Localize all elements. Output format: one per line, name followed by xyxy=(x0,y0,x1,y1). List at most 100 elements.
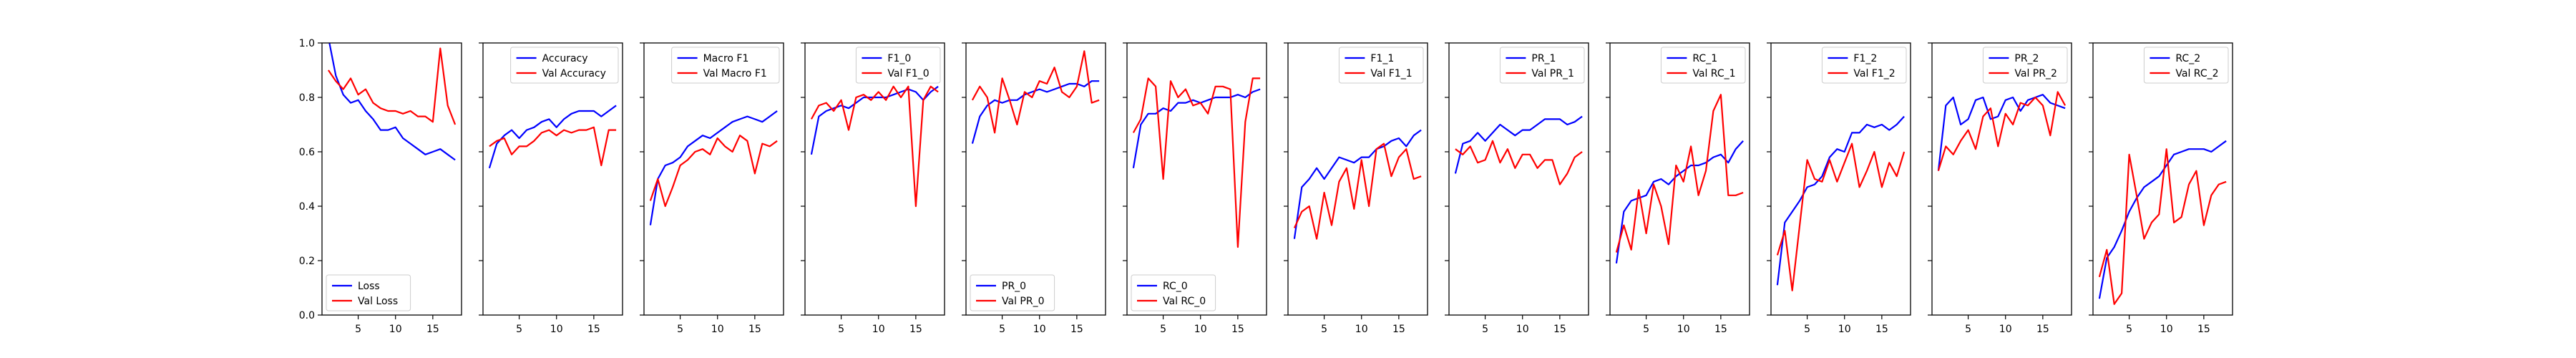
series-line-val-accuracy xyxy=(489,126,617,167)
y-tick-label: 0.6 xyxy=(299,147,315,158)
series-line-accuracy xyxy=(488,105,617,169)
legend: Accuracy Val Accuracy xyxy=(510,47,619,84)
series-line-macro-f1 xyxy=(649,110,778,226)
series-line-val-rc-1 xyxy=(1615,94,1744,253)
series-line-val-pr-2 xyxy=(1937,91,2067,171)
y-tick-label: 0.4 xyxy=(299,201,315,213)
legend-box xyxy=(1821,47,1907,84)
x-tick-label: 15 xyxy=(1070,324,1083,335)
series-line-val-pr-1 xyxy=(1455,140,1583,185)
legend-label-val-f1-0: Val F1_0 xyxy=(887,68,929,79)
x-tick-label: 5 xyxy=(838,324,844,335)
subplot-3: 5 10 15 Macro F1 Val Macro F1 xyxy=(640,42,784,335)
x-tick-label: 5 xyxy=(1321,324,1327,335)
axes-frame xyxy=(1931,42,2072,316)
legend-box xyxy=(2143,47,2229,84)
x-tick-label: 5 xyxy=(1482,324,1488,335)
x-tick-label: 5 xyxy=(1965,324,1971,335)
legend-box xyxy=(671,47,780,84)
legend: PR_1 Val PR_1 xyxy=(1499,47,1585,84)
subplot-11: 5 10 15 PR_2 Val PR_2 xyxy=(1928,42,2072,335)
series-line-loss xyxy=(328,43,456,161)
legend-label-val-pr-2: Val PR_2 xyxy=(2014,68,2057,79)
legend-box xyxy=(855,47,941,84)
x-tick-label: 15 xyxy=(426,324,439,335)
x-tick-label: 10 xyxy=(1838,324,1851,335)
x-tick-label: 5 xyxy=(355,324,361,335)
axes-frame xyxy=(1770,42,1911,316)
x-tick-label: 5 xyxy=(1643,324,1649,335)
legend-label-val-rc-2: Val RC_2 xyxy=(2175,68,2218,79)
series-line-f1-2 xyxy=(1776,115,1905,286)
x-tick-label: 5 xyxy=(1160,324,1166,335)
subplot-2: 5 10 15 Accuracy Val Accuracy xyxy=(479,42,623,335)
series-line-pr-1 xyxy=(1454,115,1583,174)
x-tick-label: 15 xyxy=(748,324,761,335)
legend: RC_0 Val RC_0 xyxy=(1131,274,1216,311)
legend: RC_2 Val RC_2 xyxy=(2143,47,2229,84)
legend-label-val-f1-1: Val F1_1 xyxy=(1370,68,1412,79)
x-tick-label: 15 xyxy=(909,324,922,335)
legend-label-val-macro-f1: Val Macro F1 xyxy=(703,68,767,79)
subplot-8: 5 10 15 PR_1 Val PR_1 xyxy=(1445,42,1589,335)
axes-frame xyxy=(321,42,462,316)
subplot-7: 5 10 15 F1_1 Val F1_1 xyxy=(1284,42,1428,335)
legend-label-val-pr-1: Val PR_1 xyxy=(1531,68,1574,79)
legend-label-val-loss: Val Loss xyxy=(358,296,398,307)
legend: F1_2 Val F1_2 xyxy=(1821,47,1907,84)
y-tick-label: 0.8 xyxy=(299,92,315,104)
x-tick-label: 15 xyxy=(1392,324,1405,335)
x-tick-label: 15 xyxy=(2036,324,2049,335)
legend: PR_2 Val PR_2 xyxy=(1982,47,2068,84)
subplot-6: 5 10 15 RC_0 Val RC_0 xyxy=(1123,42,1267,335)
series-line-rc-0 xyxy=(1132,88,1261,168)
x-tick-label: 10 xyxy=(872,324,885,335)
x-tick-label: 10 xyxy=(1677,324,1690,335)
legend: F1_0 Val F1_0 xyxy=(855,47,941,84)
x-tick-label: 10 xyxy=(711,324,724,335)
subplot-1: 5 10 15 0.0 0.2 0.4 0.6 0.8 1.0 Loss Val Loss xyxy=(299,38,462,335)
axes-frame xyxy=(482,42,623,316)
series-line-pr-2 xyxy=(1937,94,2066,171)
series-line-rc-2 xyxy=(2098,140,2227,299)
x-tick-label: 15 xyxy=(587,324,600,335)
legend-label-loss: Loss xyxy=(358,281,380,292)
legend-label-pr-1: PR_1 xyxy=(1531,53,1556,64)
legend-label-rc-1: RC_1 xyxy=(1692,53,1717,64)
x-tick-label: 10 xyxy=(1516,324,1529,335)
x-tick-label: 10 xyxy=(1999,324,2012,335)
x-tick-label: 10 xyxy=(2160,324,2173,335)
x-tick-label: 10 xyxy=(1033,324,1046,335)
x-tick-label: 10 xyxy=(1194,324,1207,335)
legend-label-rc-0: RC_0 xyxy=(1163,281,1188,292)
subplot-12: 5 10 15 RC_2 Val RC_2 xyxy=(2089,42,2233,335)
subplot-10: 5 10 15 F1_2 Val F1_2 xyxy=(1767,42,1911,335)
x-tick-label: 15 xyxy=(1714,324,1727,335)
x-tick-label: 5 xyxy=(516,324,522,335)
x-tick-label: 5 xyxy=(1804,324,1810,335)
y-tick-label: 1.0 xyxy=(299,38,315,49)
x-tick-label: 5 xyxy=(2126,324,2132,335)
axes-frame xyxy=(1448,42,1589,316)
legend: F1_1 Val F1_1 xyxy=(1338,47,1424,84)
legend-label-accuracy: Accuracy xyxy=(542,53,588,64)
subplot-5: 5 10 15 PR_0 Val PR_0 xyxy=(962,42,1106,335)
series-line-val-loss xyxy=(327,47,457,125)
y-tick-label: 0.0 xyxy=(299,310,315,321)
axes-frame xyxy=(804,42,945,316)
legend-box xyxy=(1131,274,1216,311)
legend-label-val-rc-0: Val RC_0 xyxy=(1163,296,1206,307)
legend-label-val-f1-2: Val F1_2 xyxy=(1853,68,1895,79)
legend-box xyxy=(510,47,619,84)
x-tick-label: 10 xyxy=(1355,324,1368,335)
legend-label-val-accuracy: Val Accuracy xyxy=(542,68,606,79)
legend-label-pr-2: PR_2 xyxy=(2014,53,2039,64)
legend-label-f1-0: F1_0 xyxy=(887,53,911,64)
axes-frame xyxy=(965,42,1106,316)
x-tick-label: 5 xyxy=(677,324,683,335)
x-tick-label: 5 xyxy=(999,324,1005,335)
legend-label-f1-1: F1_1 xyxy=(1370,53,1394,64)
x-tick-label: 15 xyxy=(1875,324,1888,335)
axes-frame xyxy=(643,42,784,316)
